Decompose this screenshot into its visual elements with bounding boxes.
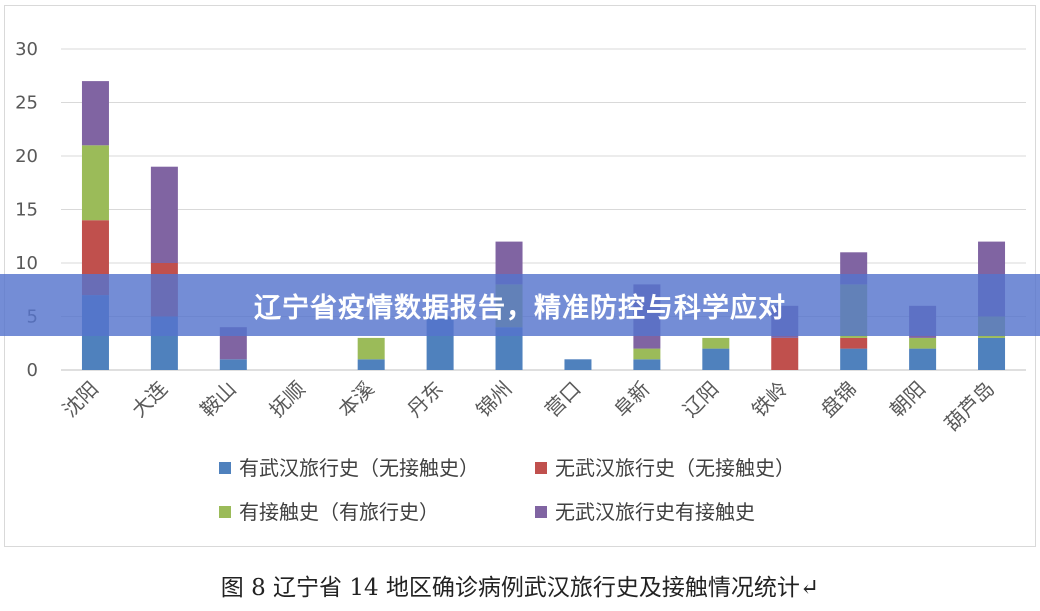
- x-category-label: 锦州: [471, 377, 516, 422]
- legend-swatch: [219, 462, 231, 474]
- legend-swatch: [535, 506, 547, 518]
- x-category-label: 铁岭: [747, 377, 792, 422]
- bar-segment-s2-铁岭: [771, 337, 799, 370]
- bar-segment-s4-沈阳: [81, 81, 109, 146]
- y-tick-label: 30: [15, 39, 38, 60]
- bar-segment-s4-大连: [150, 166, 178, 263]
- y-tick-label: 20: [15, 146, 38, 167]
- bar-segment-s2-盘锦: [840, 337, 868, 349]
- bar-segment-s1-辽阳: [702, 348, 730, 370]
- banner-title: 辽宁省疫情数据报告，精准防控与科学应对: [254, 292, 786, 324]
- legend-label: 无武汉旅行史有接触史: [555, 500, 755, 524]
- legend: 有武汉旅行史（无接触史） 无武汉旅行史（无接触史） 有接触史（有旅行史） 无武汉旅行史…: [219, 456, 795, 524]
- bar-segment-s1-鞍山: [219, 359, 247, 370]
- bar-segment-s1-营口: [564, 359, 592, 370]
- x-category-label: 沈阳: [58, 377, 103, 422]
- bar-segment-s3-阜新: [633, 348, 661, 360]
- bar-segment-s1-葫芦岛: [978, 337, 1006, 370]
- x-category-label: 本溪: [333, 377, 378, 422]
- y-tick-label: 0: [27, 360, 38, 381]
- bar-segment-s1-盘锦: [840, 348, 868, 370]
- bar-segment-s1-阜新: [633, 359, 661, 370]
- y-tick-label: 25: [15, 93, 38, 114]
- x-category-label: 鞍山: [196, 377, 241, 422]
- x-axis-categories: 沈阳 大连 鞍山 抚顺 本溪 丹东 锦州 营口 阜新 辽阳 铁岭 盘锦 朝阳 葫芦岛: [58, 377, 999, 436]
- legend-swatch: [535, 462, 547, 474]
- x-category-label: 丹东: [402, 377, 447, 422]
- bar-segment-s3-沈阳: [81, 145, 109, 221]
- x-category-label: 营口: [540, 377, 585, 422]
- y-tick-label: 10: [15, 253, 38, 274]
- title-banner: 辽宁省疫情数据报告，精准防控与科学应对: [0, 274, 1040, 336]
- legend-label: 无武汉旅行史（无接触史）: [555, 456, 795, 480]
- legend-label: 有武汉旅行史（无接触史）: [239, 456, 479, 480]
- bar-segment-s1-本溪: [357, 359, 385, 370]
- x-category-label: 大连: [127, 377, 172, 422]
- y-tick-label: 15: [15, 200, 38, 221]
- legend-swatch: [219, 506, 231, 518]
- bar-segment-s3-朝阳: [909, 337, 937, 349]
- x-category-label: 盘锦: [816, 377, 861, 422]
- legend-label: 有接触史（有旅行史）: [239, 500, 439, 524]
- bar-segment-s3-辽阳: [702, 337, 730, 349]
- bar-segment-s1-朝阳: [909, 348, 937, 370]
- x-category-label: 朝阳: [885, 377, 930, 422]
- x-category-label: 葫芦岛: [940, 377, 999, 436]
- x-category-label: 辽阳: [678, 377, 723, 422]
- x-category-label: 抚顺: [265, 377, 310, 422]
- bar-segment-s3-本溪: [357, 337, 385, 360]
- x-category-label: 阜新: [609, 377, 654, 422]
- figure-caption: 图 8 辽宁省 14 地区确诊病例武汉旅行史及接触情况统计↵: [220, 575, 820, 601]
